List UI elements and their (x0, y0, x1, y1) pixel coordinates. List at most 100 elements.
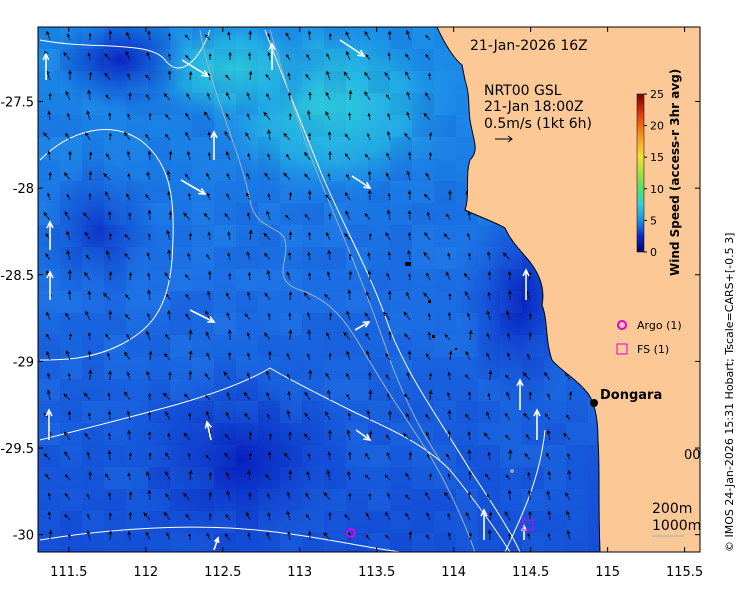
grid-tile (522, 401, 544, 423)
grid-tile (148, 181, 170, 203)
grid-tile (126, 71, 148, 93)
grid-tile (104, 247, 126, 269)
grid-tile (82, 225, 104, 247)
grid-tile (148, 379, 170, 401)
grid-tile (280, 445, 302, 467)
grid-tile (280, 489, 302, 511)
grid-tile (258, 93, 280, 115)
grid-tile (698, 423, 720, 445)
grid-tile (236, 401, 258, 423)
grid-tile (434, 467, 456, 489)
grid-tile (126, 181, 148, 203)
grid-tile (214, 401, 236, 423)
grid-tile (522, 313, 544, 335)
grid-tile (60, 445, 82, 467)
grid-tile (104, 335, 126, 357)
grid-tile (38, 181, 60, 203)
grid-tile (170, 313, 192, 335)
grid-tile (38, 115, 60, 137)
grid-tile (390, 423, 412, 445)
grid-tile (566, 445, 588, 467)
grid-tile (434, 313, 456, 335)
grid-tile (236, 225, 258, 247)
dongara-marker (590, 399, 598, 407)
grid-tile (522, 379, 544, 401)
grid-tile (148, 313, 170, 335)
grid-tile (346, 159, 368, 181)
colorbar-tick-label: 20 (650, 120, 664, 133)
grid-tile (170, 71, 192, 93)
grid-tile (302, 511, 324, 533)
grid-tile (60, 159, 82, 181)
grid-tile (60, 203, 82, 225)
vector-scale-label: 0.5m/s (1kt 6h) (484, 116, 592, 132)
grid-tile (258, 445, 280, 467)
grid-tile (698, 467, 720, 489)
grid-tile (104, 203, 126, 225)
grid-tile (236, 137, 258, 159)
grid-tile (280, 137, 302, 159)
grid-tile (302, 357, 324, 379)
grid-tile (104, 313, 126, 335)
grid-tile (368, 49, 390, 71)
grid-tile (214, 313, 236, 335)
grid-tile (324, 49, 346, 71)
grid-tile (522, 423, 544, 445)
grid-tile (280, 335, 302, 357)
grid-tile (280, 203, 302, 225)
grid-tile (434, 379, 456, 401)
grid-tile (192, 467, 214, 489)
grid-tile (346, 137, 368, 159)
grid-tile (60, 489, 82, 511)
grid-tile (82, 489, 104, 511)
grid-tile (412, 181, 434, 203)
grid-tile (346, 445, 368, 467)
grid-tile (544, 401, 566, 423)
grid-tile (324, 137, 346, 159)
grid-tile (280, 49, 302, 71)
grid-tile (236, 335, 258, 357)
grid-tile (324, 511, 346, 533)
grid-tile (412, 203, 434, 225)
grid-tile (280, 467, 302, 489)
grid-tile (302, 467, 324, 489)
grid-tile (566, 467, 588, 489)
grid-tile (698, 357, 720, 379)
grid-tile (170, 423, 192, 445)
grid-tile (280, 181, 302, 203)
grid-tile (434, 335, 456, 357)
grid-tile (324, 159, 346, 181)
grid-tile (214, 27, 236, 49)
grid-tile (236, 181, 258, 203)
grid-tile (434, 247, 456, 269)
colorbar-tick-label: 0 (650, 246, 657, 259)
grid-tile (214, 49, 236, 71)
grid-tile (104, 423, 126, 445)
grid-tile (324, 423, 346, 445)
grid-tile (390, 71, 412, 93)
colorbar-tick-label: 5 (650, 214, 657, 227)
island (432, 335, 435, 338)
grid-tile (38, 467, 60, 489)
grid-tile (302, 225, 324, 247)
grid-tile (258, 467, 280, 489)
grid-tile (148, 489, 170, 511)
grid-tile (346, 203, 368, 225)
grid-tile (478, 357, 500, 379)
grid-tile (390, 225, 412, 247)
isobath-label-1000m: 1000m (652, 518, 701, 534)
grid-tile (82, 181, 104, 203)
grid-tile (302, 93, 324, 115)
grid-tile (324, 269, 346, 291)
x-tick-label: 111.5 (50, 565, 87, 580)
grid-tile (478, 225, 500, 247)
grid-tile (60, 137, 82, 159)
grid-tile (60, 225, 82, 247)
grid-tile (104, 115, 126, 137)
grid-tile (82, 247, 104, 269)
grid-tile (148, 423, 170, 445)
grid-tile (82, 511, 104, 533)
grid-tile (258, 489, 280, 511)
grid-tile (170, 511, 192, 533)
